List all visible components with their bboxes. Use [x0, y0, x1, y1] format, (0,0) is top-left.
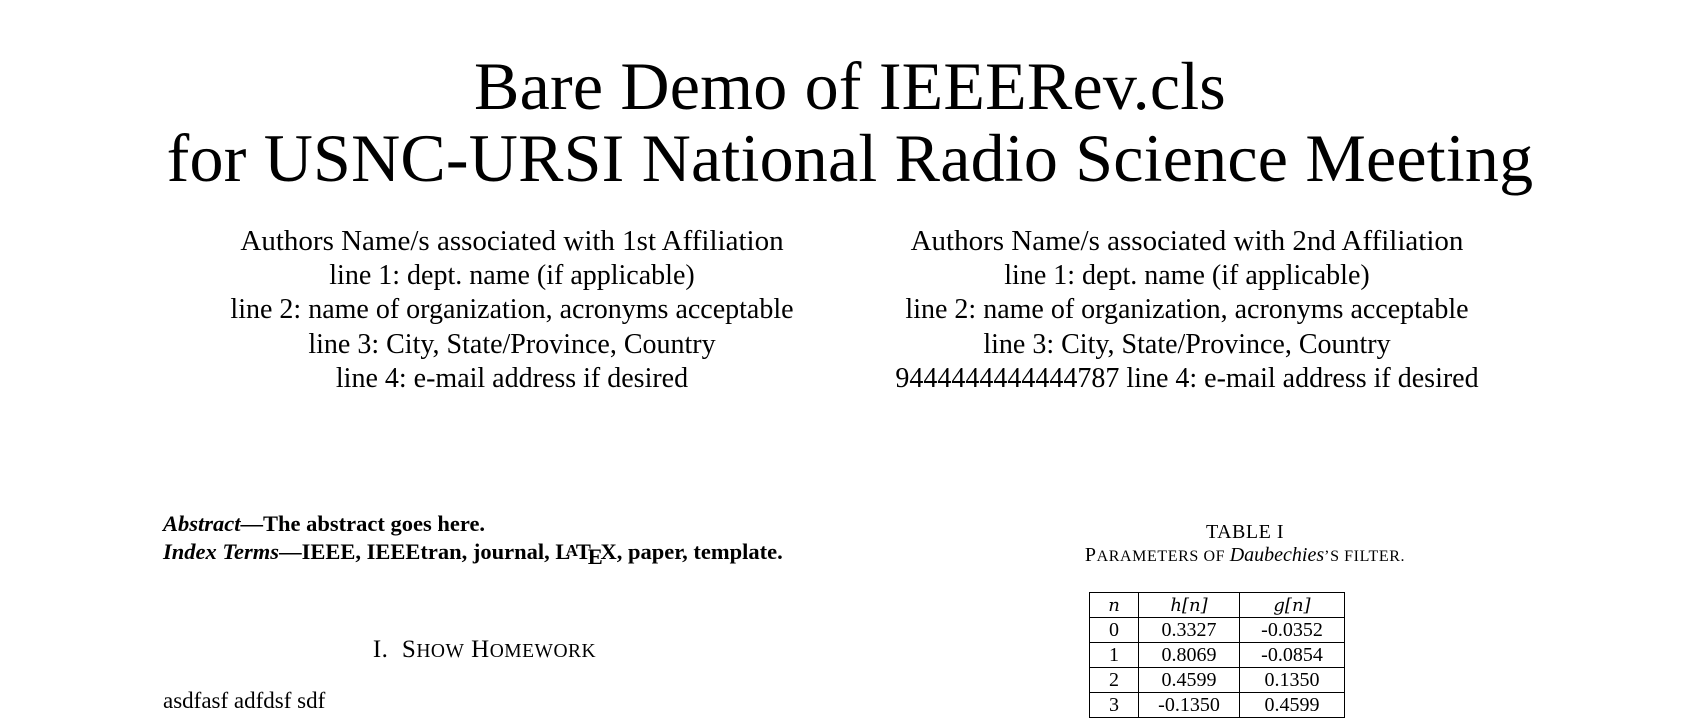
index-terms: Index Terms—IEEE, IEEEtran, journal, LAT…	[132, 538, 837, 569]
table-cell: -0.0352	[1239, 617, 1345, 643]
table-cell: 3	[1089, 692, 1139, 718]
column-header: h[n]	[1138, 592, 1240, 618]
author-name: Authors Name/s associated with 2nd Affil…	[910, 225, 1464, 257]
table-header-row: n h[n] g[n]	[1089, 592, 1345, 618]
affiliation-line: line 4: e-mail address if desired	[335, 363, 689, 394]
abstract-block: Abstract—The abstract goes here. Index T…	[132, 510, 837, 569]
affiliation-line: line 3: City, State/Province, Country	[308, 328, 716, 360]
affiliation-line: line 1: dept. name (if applicable)	[1004, 259, 1370, 291]
affiliation-line: 9444444444444787 line 4: e-mail address …	[895, 363, 1479, 394]
table-row: 0 0.3327 -0.0352	[1089, 617, 1345, 643]
index-terms-text: —IEEE, IEEEtran, journal,	[279, 539, 556, 564]
body-text: asdfasf adfdsf sdf	[163, 688, 326, 713]
table-cell: 0.4599	[1239, 692, 1345, 718]
table-cell: -0.1350	[1138, 692, 1240, 718]
table-caption: PARAMETERS OF Daubechies’S FILTER.	[1084, 544, 1406, 566]
index-terms-text-end: , paper, template.	[616, 539, 783, 564]
abstract: Abstract—The abstract goes here.	[132, 510, 837, 538]
table-cell: 0.1350	[1239, 667, 1345, 693]
table-row: 2 0.4599 0.1350	[1089, 667, 1345, 693]
parameters-table: n h[n] g[n] 0 0.3327 -0.0352 1 0.8069 -0…	[1089, 592, 1345, 718]
column-header: g[n]	[1239, 592, 1345, 618]
section-heading: I. SHOW HOMEWORK	[372, 636, 597, 663]
affiliation-line: line 2: name of organization, acronyms a…	[905, 294, 1469, 325]
paper-title-line-1: Bare Demo of IEEERev.cls	[474, 48, 1226, 124]
table-cell: 0	[1089, 617, 1139, 643]
index-terms-label: Index Terms	[163, 539, 280, 564]
table-cell: 1	[1089, 642, 1139, 668]
table-cell: -0.0854	[1239, 642, 1345, 668]
affiliation-1: Authors Name/s associated with 1st Affil…	[162, 224, 862, 397]
paper-title-line-2: for USNC-URSI National Radio Science Mee…	[166, 120, 1534, 196]
table-cell: 0.3327	[1138, 617, 1240, 643]
affiliation-line: line 2: name of organization, acronyms a…	[230, 294, 794, 325]
abstract-text: —The abstract goes here.	[240, 511, 486, 536]
table-cell: 2	[1089, 667, 1139, 693]
table-cell: 0.8069	[1138, 642, 1240, 668]
table-label: TABLE I	[1206, 521, 1284, 543]
latex-logo: LATEX	[555, 539, 617, 569]
abstract-label: Abstract	[163, 511, 241, 536]
column-header: n	[1089, 592, 1139, 618]
author-name: Authors Name/s associated with 1st Affil…	[240, 225, 784, 257]
affiliation-2: Authors Name/s associated with 2nd Affil…	[837, 224, 1537, 397]
table-row: 1 0.8069 -0.0854	[1089, 642, 1345, 668]
table-cell: 0.4599	[1138, 667, 1240, 693]
table-row: 3 -0.1350 0.4599	[1089, 692, 1345, 718]
affiliation-line: line 1: dept. name (if applicable)	[329, 259, 695, 291]
affiliation-line: line 3: City, State/Province, Country	[983, 328, 1391, 360]
